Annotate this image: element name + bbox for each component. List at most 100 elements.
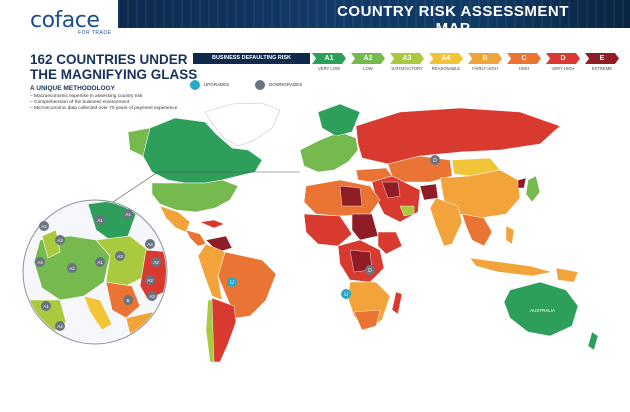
australia [503,281,579,337]
inset-badge-label: A2 [41,224,47,229]
inset-badge [35,257,45,267]
canada [142,117,263,184]
inset-badge-label: A2 [147,278,153,283]
inset-badge [145,239,155,249]
chile-strip [205,299,215,363]
west-africa [303,213,353,247]
methodology-item: – Microeconomic data collected over 70 y… [30,106,178,111]
upgrade-marker: U [227,277,237,287]
philippines [505,225,515,245]
mexico [159,205,191,233]
inset-badge-label: A3 [117,254,123,259]
legend-grade-desc: REASONABLE [431,66,461,71]
methodology-item: – Macroeconomic expertise in assessing c… [30,94,143,99]
gulf [399,205,415,217]
inset-badge [151,257,161,267]
south-africa [353,309,381,331]
inset-badge [55,321,65,331]
upgrades-label: UPGRADES [204,82,230,87]
inset-badge [55,235,65,245]
scandinavia [317,103,361,137]
upgrade-marker-text: U [230,280,234,286]
legend-grade-a1: A1 [312,53,346,64]
methodology-list: – Macroeconomic expertise in assessing c… [30,94,180,112]
legend-grade-desc: FAIRLY HIGH [472,66,498,71]
alaska [127,127,151,157]
india [429,197,463,247]
caribbean [199,219,225,229]
madagascar [391,291,403,315]
inset-badge [123,295,133,305]
legend-grade-desc: VERY LOW [318,66,340,71]
inset-badge-label: A2 [69,266,75,271]
legend-grade-a3: A3 [390,53,424,64]
usa [151,179,239,213]
inset-badge-label: A4 [37,260,43,265]
upgrade-marker: U [341,289,351,299]
page-title: COUNTRY RISK ASSESSMENT MAP [337,3,569,37]
upgrade-marker-text: U [344,292,348,298]
downgrade-marker: D [430,155,440,165]
downgrade-marker-icon [255,80,265,90]
inset-badge [95,215,105,225]
inset-badge-label: A1 [97,260,103,265]
inset-badge-label: B [126,298,129,303]
greenland [204,102,281,147]
methodology-item: – Comprehension of the business environm… [30,100,130,105]
legend-grade-c: C [507,53,541,64]
legend-grade-e: E [585,53,619,64]
russia [355,107,561,165]
legend-grade-a4: A4 [429,53,463,64]
legend-grade-d: D [546,53,580,64]
inset-badge [67,263,77,273]
inset-badge [145,275,155,285]
inset-badge-label: A1 [43,304,49,309]
inset-italy [83,295,113,331]
europe [299,131,359,173]
downgrade-marker-text: D [433,158,437,164]
sahel [351,213,379,241]
legend-grade-desc: HIGH [518,66,530,71]
title-banner: COUNTRY RISK ASSESSMENT MAP [118,0,630,37]
legend-title: BUSINESS DEFAULTING RISK [193,53,310,64]
libya [339,185,363,207]
japan [525,175,541,203]
inset-grade-badges: A2 A3 A1 A1 A4 A2 A1 A3 A4 A2 A2 A1 B A3 A4 [35,209,161,331]
logo-tagline: FOR TRADE [78,30,112,36]
legend-grade-desc: SATISFACTORY [391,66,423,71]
inset-badge-label: A1 [97,218,103,223]
inset-badge [95,257,105,267]
methodology-title: A UNIQUE METHODOLOGY [30,85,115,92]
central-america [185,229,207,247]
papua [555,267,579,283]
inset-badge-label: A1 [125,212,131,217]
andes [197,243,226,301]
legend-grade-a2: A2 [351,53,385,64]
inset-badge-label: A4 [147,242,153,247]
australia-label: AUSTRALIA [530,308,555,313]
coface-logo: coface [30,8,100,33]
indonesia [469,257,553,277]
inset-badge [147,291,157,301]
inset-central-europe [95,235,149,287]
inset-badge-label: A2 [153,260,159,265]
southeast-asia [461,213,493,247]
afghanistan [419,183,439,201]
north-korea [517,177,527,189]
new-zealand [587,331,599,351]
downgrades-label: DOWNGRADES [269,82,303,87]
downgrade-marker: D [365,265,375,275]
legend-grade-desc: EXTREME [591,66,613,71]
legend-grade-desc: LOW [363,66,373,71]
inset-badge-label: A3 [57,238,63,243]
legend-grade-b: B [468,53,502,64]
inset-badge [123,209,133,219]
headline: 162 COUNTRIES UNDER THE MAGNIFYING GLASS [30,52,198,82]
inset-uk [41,229,61,259]
inset-badge [39,221,49,231]
inset-badge [41,301,51,311]
iraq-syria [381,181,401,199]
downgrade-marker-text: D [368,268,372,274]
horn-of-africa [377,231,403,255]
